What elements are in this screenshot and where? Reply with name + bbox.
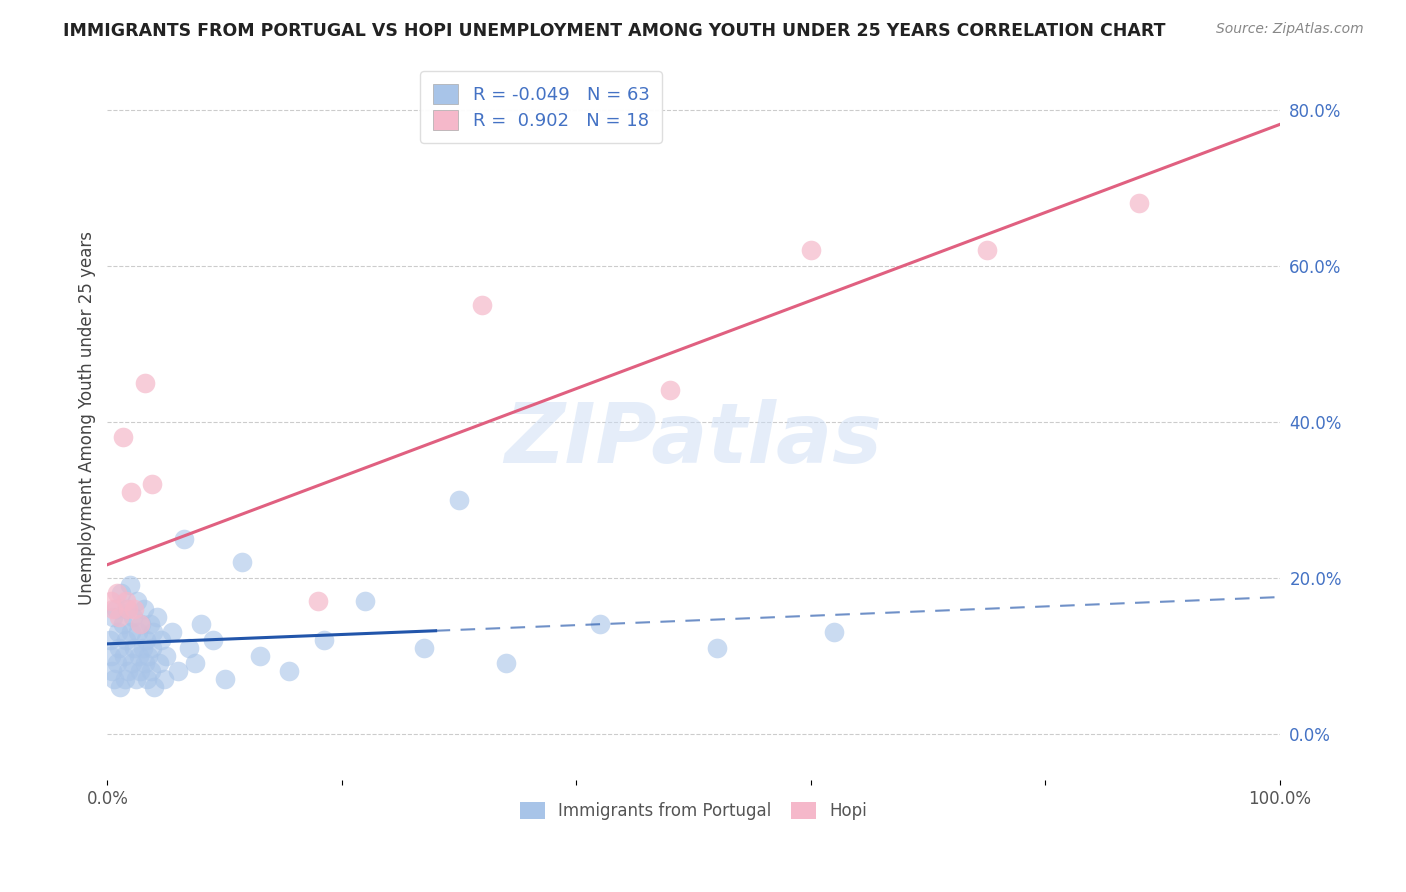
Point — [120, 484, 142, 499]
Point — [117, 601, 139, 615]
Point — [141, 640, 163, 655]
Point — [800, 243, 823, 257]
Point — [124, 640, 146, 655]
Point — [143, 680, 166, 694]
Point — [100, 594, 122, 608]
Point — [138, 648, 160, 663]
Text: IMMIGRANTS FROM PORTUGAL VS HOPI UNEMPLOYMENT AMONG YOUTH UNDER 25 YEARS CORRELA: IMMIGRANTS FROM PORTUGAL VS HOPI UNEMPLO… — [63, 22, 1166, 40]
Legend: Immigrants from Portugal, Hopi: Immigrants from Portugal, Hopi — [513, 795, 875, 826]
Point — [124, 601, 146, 615]
Point — [124, 672, 146, 686]
Point — [112, 648, 135, 663]
Point — [136, 672, 159, 686]
Point — [108, 640, 131, 655]
Point — [111, 617, 134, 632]
Point — [138, 617, 160, 632]
Point — [103, 601, 125, 615]
Point — [314, 632, 336, 647]
Point — [117, 601, 139, 615]
Point — [98, 632, 121, 647]
Point — [108, 609, 131, 624]
Point — [823, 625, 845, 640]
Point — [179, 640, 201, 655]
Point — [148, 657, 170, 671]
Point — [101, 664, 124, 678]
Point — [128, 648, 150, 663]
Point — [104, 601, 127, 615]
Point — [354, 594, 377, 608]
Point — [121, 657, 143, 671]
Text: ZIPatlas: ZIPatlas — [505, 399, 883, 480]
Point — [110, 680, 132, 694]
Point — [155, 648, 177, 663]
Point — [107, 625, 129, 640]
Y-axis label: Unemployment Among Youth under 25 years: Unemployment Among Youth under 25 years — [79, 231, 96, 605]
Point — [145, 609, 167, 624]
Point — [447, 492, 470, 507]
Point — [706, 640, 728, 655]
Text: Source: ZipAtlas.com: Source: ZipAtlas.com — [1216, 22, 1364, 37]
Point — [184, 657, 207, 671]
Point — [105, 586, 128, 600]
Point — [100, 648, 122, 663]
Point — [118, 578, 141, 592]
Point — [115, 594, 138, 608]
Point — [150, 632, 173, 647]
Point — [111, 430, 134, 444]
Point — [103, 672, 125, 686]
Point — [659, 384, 682, 398]
Point — [231, 555, 253, 569]
Point — [134, 376, 156, 390]
Point — [125, 594, 148, 608]
Point — [117, 664, 139, 678]
Point — [190, 617, 212, 632]
Point — [307, 594, 329, 608]
Point — [152, 672, 174, 686]
Point — [589, 617, 612, 632]
Point — [142, 625, 165, 640]
Point — [249, 648, 271, 663]
Point — [120, 625, 142, 640]
Point — [131, 617, 153, 632]
Point — [127, 625, 149, 640]
Point — [201, 632, 224, 647]
Point — [166, 664, 188, 678]
Point — [278, 664, 301, 678]
Point — [1128, 196, 1150, 211]
Point — [129, 617, 152, 632]
Point — [114, 672, 136, 686]
Point — [103, 609, 125, 624]
Point — [132, 601, 155, 615]
Point — [471, 298, 494, 312]
Point — [134, 657, 156, 671]
Point — [122, 609, 145, 624]
Point — [131, 640, 153, 655]
Point — [141, 477, 163, 491]
Point — [173, 532, 195, 546]
Point — [495, 657, 517, 671]
Point — [129, 664, 152, 678]
Point — [412, 640, 434, 655]
Point — [105, 657, 128, 671]
Point — [110, 586, 132, 600]
Point — [135, 632, 157, 647]
Point — [976, 243, 998, 257]
Point — [115, 632, 138, 647]
Point — [160, 625, 183, 640]
Point — [139, 664, 162, 678]
Point — [214, 672, 236, 686]
